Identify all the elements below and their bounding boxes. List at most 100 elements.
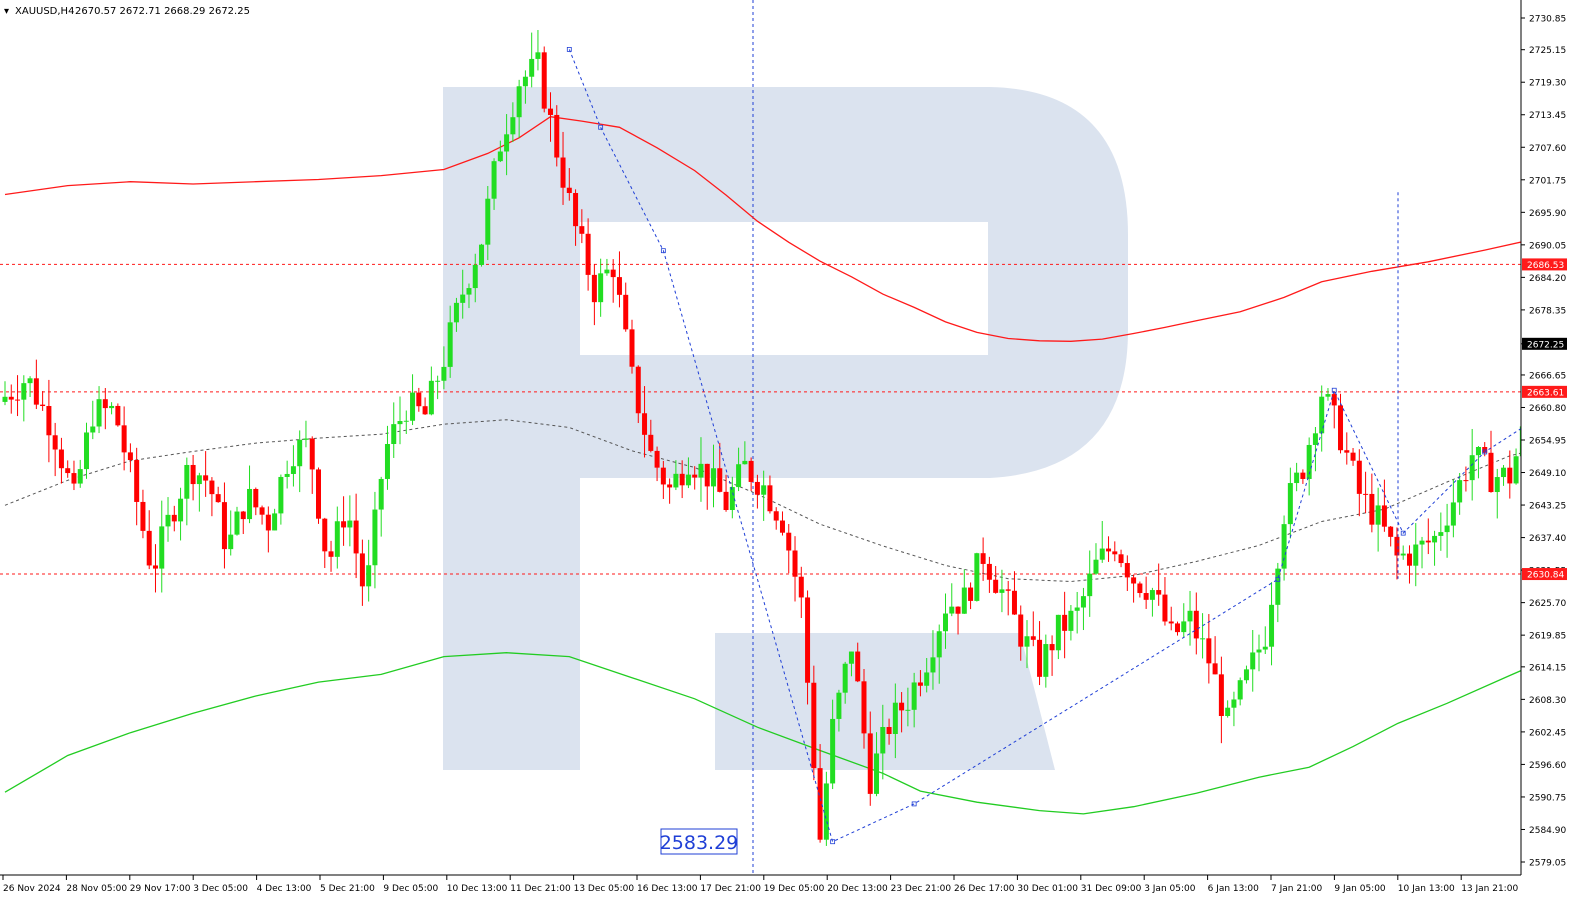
candle-body (53, 435, 58, 449)
candle-body (492, 161, 497, 199)
y-tick-label: 2614.15 (1529, 663, 1566, 673)
candle-body (466, 288, 471, 295)
candle-body (617, 277, 622, 295)
candle-body (912, 682, 917, 709)
candle-body (1012, 591, 1017, 615)
candle-body (372, 510, 377, 566)
candle-body (1526, 413, 1531, 426)
candle-body (303, 439, 308, 440)
ohlc-readout: 2670.57 2672.71 2668.29 2672.25 (75, 6, 250, 17)
y-tick-label: 2719.30 (1529, 79, 1566, 89)
candle-body (611, 270, 616, 277)
candle-body (59, 450, 64, 469)
candle-body (166, 515, 171, 527)
candle-body (981, 553, 986, 564)
candle-body (291, 466, 296, 474)
candle-body (567, 188, 572, 193)
candle-body (498, 151, 503, 161)
candle-body (1357, 461, 1362, 494)
candle-body (1369, 494, 1374, 525)
candle-body (1294, 473, 1299, 483)
candle-body (579, 226, 584, 234)
candle-body (241, 512, 246, 520)
candle-body (1539, 428, 1544, 432)
candle-body (767, 485, 772, 511)
candle-body (21, 383, 26, 400)
candle-body (1194, 611, 1199, 639)
candle-body (1576, 345, 1581, 346)
candle-body (1250, 652, 1255, 669)
candle-body (297, 440, 302, 466)
candle-body (1463, 480, 1468, 481)
candle-body (1131, 577, 1136, 583)
candle-body (310, 439, 315, 470)
candle-body (1438, 532, 1443, 536)
candle-body (736, 464, 741, 487)
candle-body (1081, 596, 1086, 607)
x-tick-label: 26 Nov 2024 (3, 884, 61, 894)
x-tick-label: 7 Jan 21:00 (1271, 884, 1323, 894)
candle-body (222, 502, 227, 549)
candle-body (774, 511, 779, 520)
candle-body (868, 733, 873, 794)
y-tick-label: 2701.75 (1529, 176, 1566, 186)
candle-body (1213, 663, 1218, 674)
candle-body (1445, 526, 1450, 533)
candle-body (673, 474, 678, 488)
y-tick-label: 2579.05 (1529, 859, 1566, 869)
price-label-text: 2630.84 (1527, 571, 1564, 581)
y-tick-label: 2619.85 (1529, 632, 1566, 642)
candle-body (454, 303, 459, 322)
candle-body (1119, 554, 1124, 563)
y-tick-label: 2584.90 (1529, 826, 1566, 836)
candle-body (636, 367, 641, 414)
candle-body (1056, 615, 1061, 650)
candle-body (285, 474, 290, 477)
x-tick-label: 6 Jan 13:00 (1208, 884, 1260, 894)
candle-body (178, 499, 183, 522)
x-tick-label: 13 Dec 05:00 (574, 884, 635, 894)
candle-body (987, 564, 992, 580)
y-tick-label: 2649.10 (1529, 469, 1566, 479)
candle-body (949, 607, 954, 614)
candle-body (1532, 413, 1537, 428)
candle-body (1376, 505, 1381, 524)
candle-body (586, 234, 591, 275)
candle-body (1457, 480, 1462, 502)
x-tick-label: 16 Dec 13:00 (637, 884, 698, 894)
candle-body (1200, 638, 1205, 639)
y-tick-label: 2730.85 (1529, 15, 1566, 25)
x-tick-label: 5 Dec 21:00 (320, 884, 375, 894)
candle-body (391, 424, 396, 444)
candle-body (504, 134, 509, 151)
candle-body (1018, 615, 1023, 647)
forecast-node (1583, 369, 1587, 373)
candle-body (523, 77, 528, 87)
x-tick-label: 26 Dec 17:00 (954, 884, 1015, 894)
candle-body (140, 502, 145, 531)
y-tick-label: 2725.15 (1529, 46, 1566, 56)
candle-body (360, 553, 365, 586)
candle-body (316, 469, 321, 518)
candle-body (65, 468, 70, 473)
x-tick-label: 31 Dec 09:00 (1081, 884, 1142, 894)
candle-body (1507, 468, 1512, 484)
x-tick-label: 9 Dec 05:00 (383, 884, 438, 894)
candle-body (122, 425, 127, 452)
x-tick-label: 10 Jan 13:00 (1398, 884, 1455, 894)
candle-body (630, 329, 635, 366)
y-tick-label: 2596.60 (1529, 761, 1566, 771)
candle-body (855, 652, 860, 682)
candle-body (1225, 708, 1230, 716)
candle-body (228, 535, 233, 549)
x-tick-label: 19 Dec 05:00 (764, 884, 825, 894)
candle-body (416, 393, 421, 407)
y-tick-label: 2625.70 (1529, 599, 1566, 609)
candle-body (554, 115, 559, 158)
x-tick-label: 30 Dec 01:00 (1017, 884, 1078, 894)
low-annotation: 2583.29 (660, 829, 739, 854)
x-tick-label: 11 Dec 21:00 (510, 884, 571, 894)
candle-body (385, 444, 390, 479)
candle-body (429, 381, 434, 414)
